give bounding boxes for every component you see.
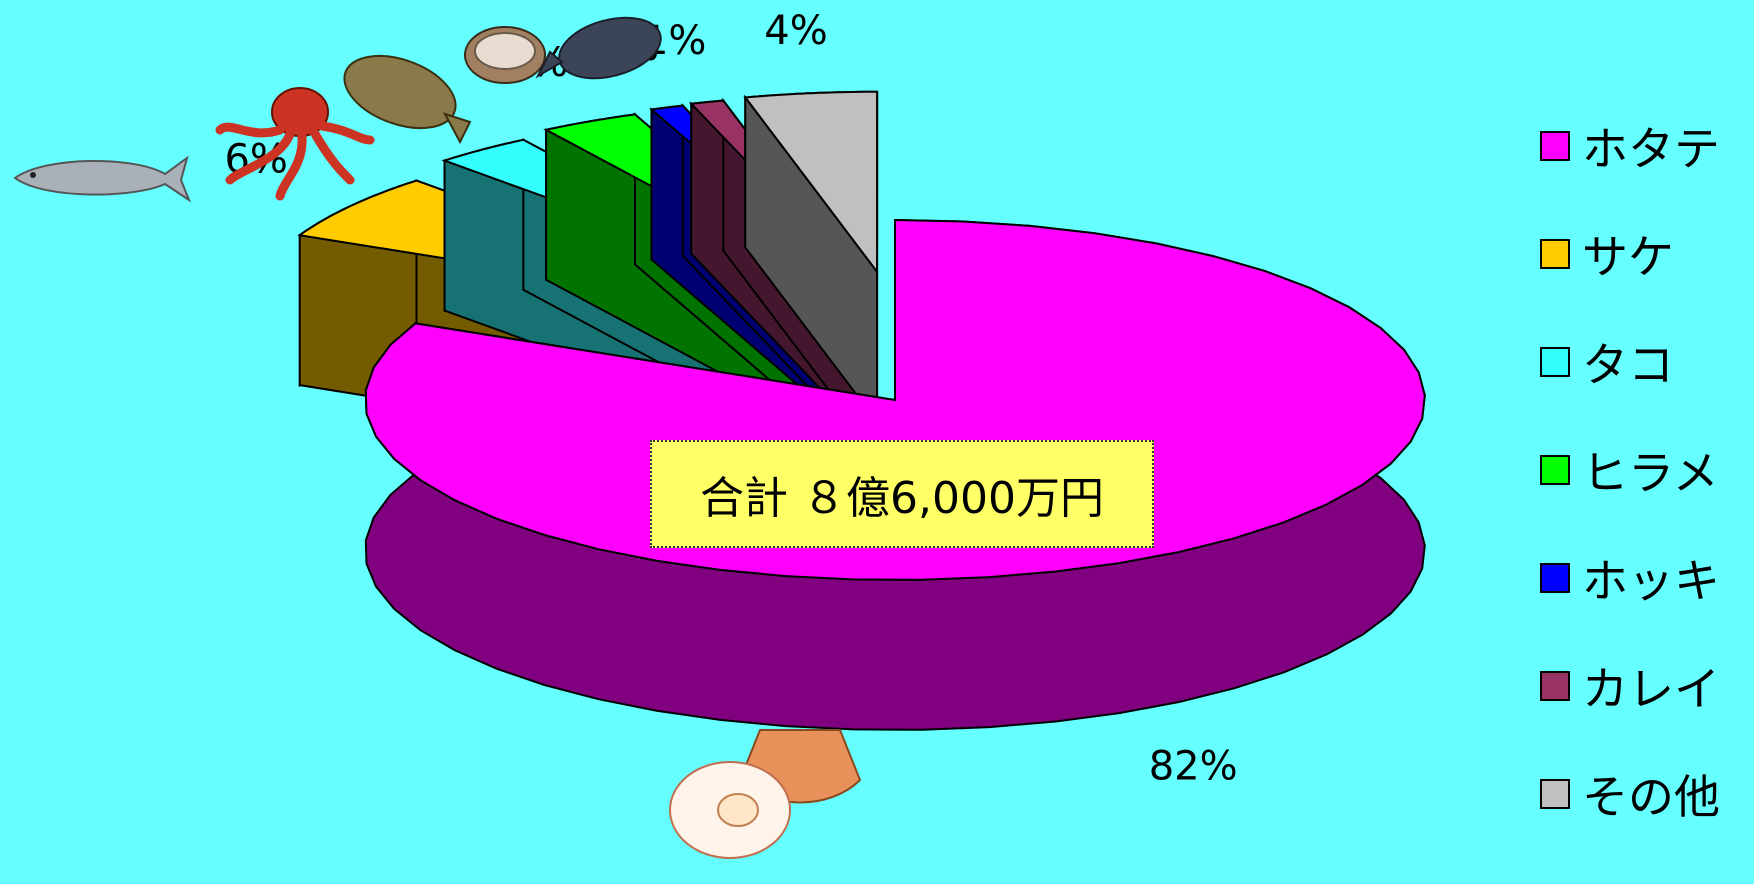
legend-label: サケ xyxy=(1582,230,1674,284)
legend-label: その他 xyxy=(1582,770,1720,824)
legend-label: ホッキ xyxy=(1582,554,1720,608)
legend-item-sonota: その他 xyxy=(1540,740,1750,848)
legend-item-hotate: ホタテ xyxy=(1540,92,1750,200)
salmon-icon xyxy=(13,155,192,203)
legend-item-sake: サケ xyxy=(1540,200,1750,308)
scallop-icon xyxy=(669,729,862,859)
flatfish-icon xyxy=(535,16,662,80)
flounder-icon xyxy=(343,54,472,145)
legend-item-tako: タコ xyxy=(1540,308,1750,416)
legend-label: ホタテ xyxy=(1582,122,1720,176)
total-annotation: 合計 ８億6,000万円 xyxy=(650,440,1154,548)
legend-label: タコ xyxy=(1582,338,1674,392)
slice-hotate xyxy=(364,218,1426,731)
legend: ホタテ サケ タコ ヒラメ ホッキ カレイ その他 xyxy=(1540,92,1750,848)
legend-item-hirame: ヒラメ xyxy=(1540,416,1750,524)
legend-swatch xyxy=(1540,239,1570,269)
legend-item-hokki: ホッキ xyxy=(1540,524,1750,632)
hokki-clam-icon xyxy=(464,26,546,84)
legend-swatch xyxy=(1540,671,1570,701)
legend-label: カレイ xyxy=(1582,662,1720,716)
legend-item-karei: カレイ xyxy=(1540,632,1750,740)
octopus-icon xyxy=(215,87,375,201)
legend-swatch xyxy=(1540,131,1570,161)
legend-swatch xyxy=(1540,779,1570,809)
pie-slices xyxy=(297,90,1426,731)
legend-swatch xyxy=(1540,563,1570,593)
legend-swatch xyxy=(1540,347,1570,377)
value-label-sonota: 4% xyxy=(764,8,827,54)
value-label-hotate: 82% xyxy=(1149,744,1238,790)
legend-label: ヒラメ xyxy=(1582,446,1719,500)
legend-swatch xyxy=(1540,455,1570,485)
slice-sonota xyxy=(743,90,879,425)
